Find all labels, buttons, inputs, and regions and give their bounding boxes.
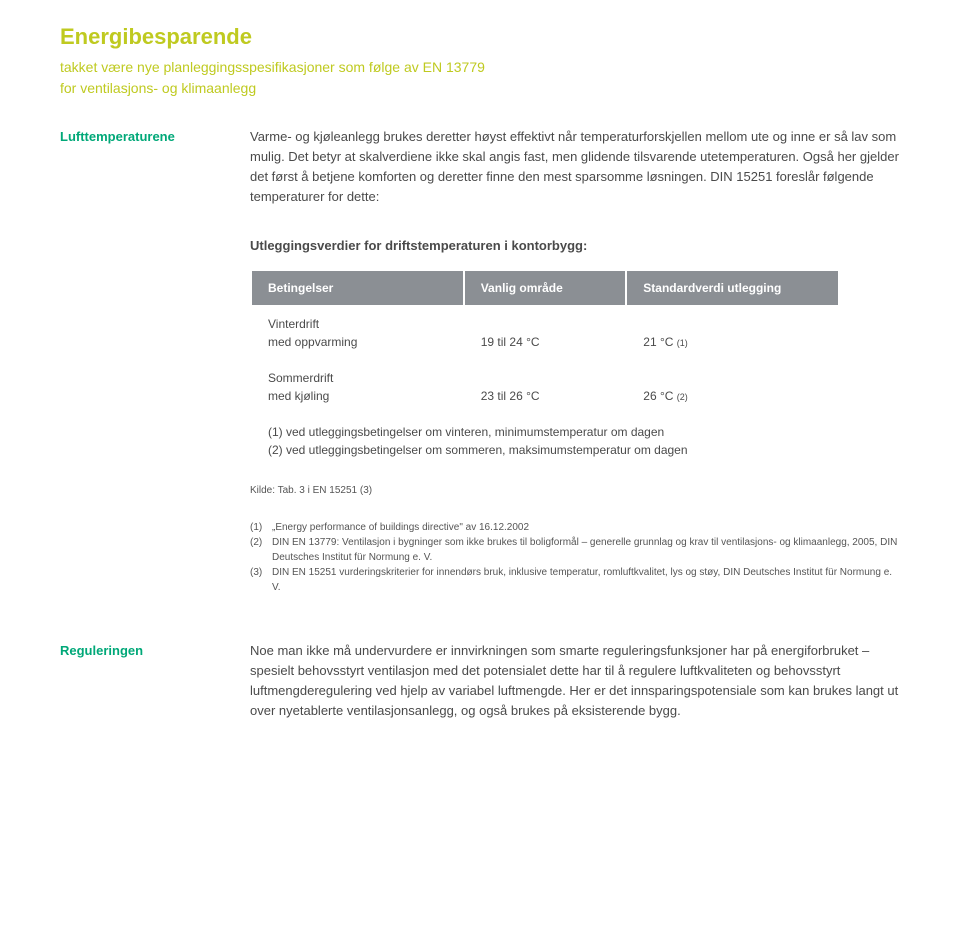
section-reguleringen: Reguleringen Noe man ikke må undervurder… <box>60 641 900 722</box>
ref-text: DIN EN 15251 vurderingskriterier for inn… <box>272 565 900 595</box>
table-footnote-1: (1) ved utleggingsbetingelser om vintere… <box>268 423 822 441</box>
cond-line1: Vinterdrift <box>268 317 319 331</box>
section-body-lufttemp: Varme- og kjøleanlegg brukes deretter hø… <box>250 127 900 208</box>
reference-item: (1) „Energy performance of buildings dir… <box>250 520 900 535</box>
table-footnote-2: (2) ved utleggingsbetingelser om sommere… <box>268 441 822 459</box>
subtitle: takket være nye planleggingsspesifikasjo… <box>60 57 900 99</box>
main-title: Energibesparende <box>60 20 900 53</box>
section-label-lufttemp: Lufttemperaturene <box>60 127 250 208</box>
ref-text: „Energy performance of buildings directi… <box>272 520 900 535</box>
reference-item: (3) DIN EN 15251 vurderingskriterier for… <box>250 565 900 595</box>
table-header-row: Betingelser Vanlig område Standardverdi … <box>252 271 838 305</box>
cell-std: 21 °C (1) <box>627 307 838 359</box>
reference-item: (2) DIN EN 13779: Ventilasjon i bygninge… <box>250 535 900 565</box>
section-label-regulering: Reguleringen <box>60 641 250 722</box>
cell-condition: Sommerdrift med kjøling <box>252 361 463 413</box>
table-row: Sommerdrift med kjøling 23 til 26 °C 26 … <box>252 361 838 413</box>
cond-line2: med oppvarming <box>268 335 357 349</box>
references-block: (1) „Energy performance of buildings dir… <box>250 520 900 595</box>
std-note: (1) <box>677 338 688 348</box>
col-vanlig: Vanlig område <box>465 271 626 305</box>
table-row: Vinterdrift med oppvarming 19 til 24 °C … <box>252 307 838 359</box>
cond-line2: med kjøling <box>268 389 329 403</box>
temperature-table: Betingelser Vanlig område Standardverdi … <box>250 269 840 469</box>
cond-line1: Sommerdrift <box>268 371 333 385</box>
section-lufttemperaturene: Lufttemperaturene Varme- og kjøleanlegg … <box>60 127 900 208</box>
table-source: Kilde: Tab. 3 i EN 15251 (3) <box>250 483 900 498</box>
std-note: (2) <box>677 392 688 402</box>
cell-std: 26 °C (2) <box>627 361 838 413</box>
col-betingelser: Betingelser <box>252 271 463 305</box>
std-val: 26 °C <box>643 389 676 403</box>
ref-num: (1) <box>250 520 272 535</box>
std-val: 21 °C <box>643 335 676 349</box>
table-footnote-row: (1) ved utleggingsbetingelser om vintere… <box>252 415 838 467</box>
ref-num: (3) <box>250 565 272 595</box>
cell-condition: Vinterdrift med oppvarming <box>252 307 463 359</box>
table-heading: Utleggingsverdier for driftstemperaturen… <box>250 236 900 256</box>
cell-range: 19 til 24 °C <box>465 307 626 359</box>
ref-text: DIN EN 13779: Ventilasjon i bygninger so… <box>272 535 900 565</box>
cell-range: 23 til 26 °C <box>465 361 626 413</box>
footnote-cell: (1) ved utleggingsbetingelser om vintere… <box>252 415 838 467</box>
ref-num: (2) <box>250 535 272 565</box>
section-body-regulering: Noe man ikke må undervurdere er innvirkn… <box>250 641 900 722</box>
subtitle-line1: takket være nye planleggingsspesifikasjo… <box>60 59 485 75</box>
col-standard: Standardverdi utlegging <box>627 271 838 305</box>
subtitle-line2: for ventilasjons- og klimaanlegg <box>60 80 256 96</box>
